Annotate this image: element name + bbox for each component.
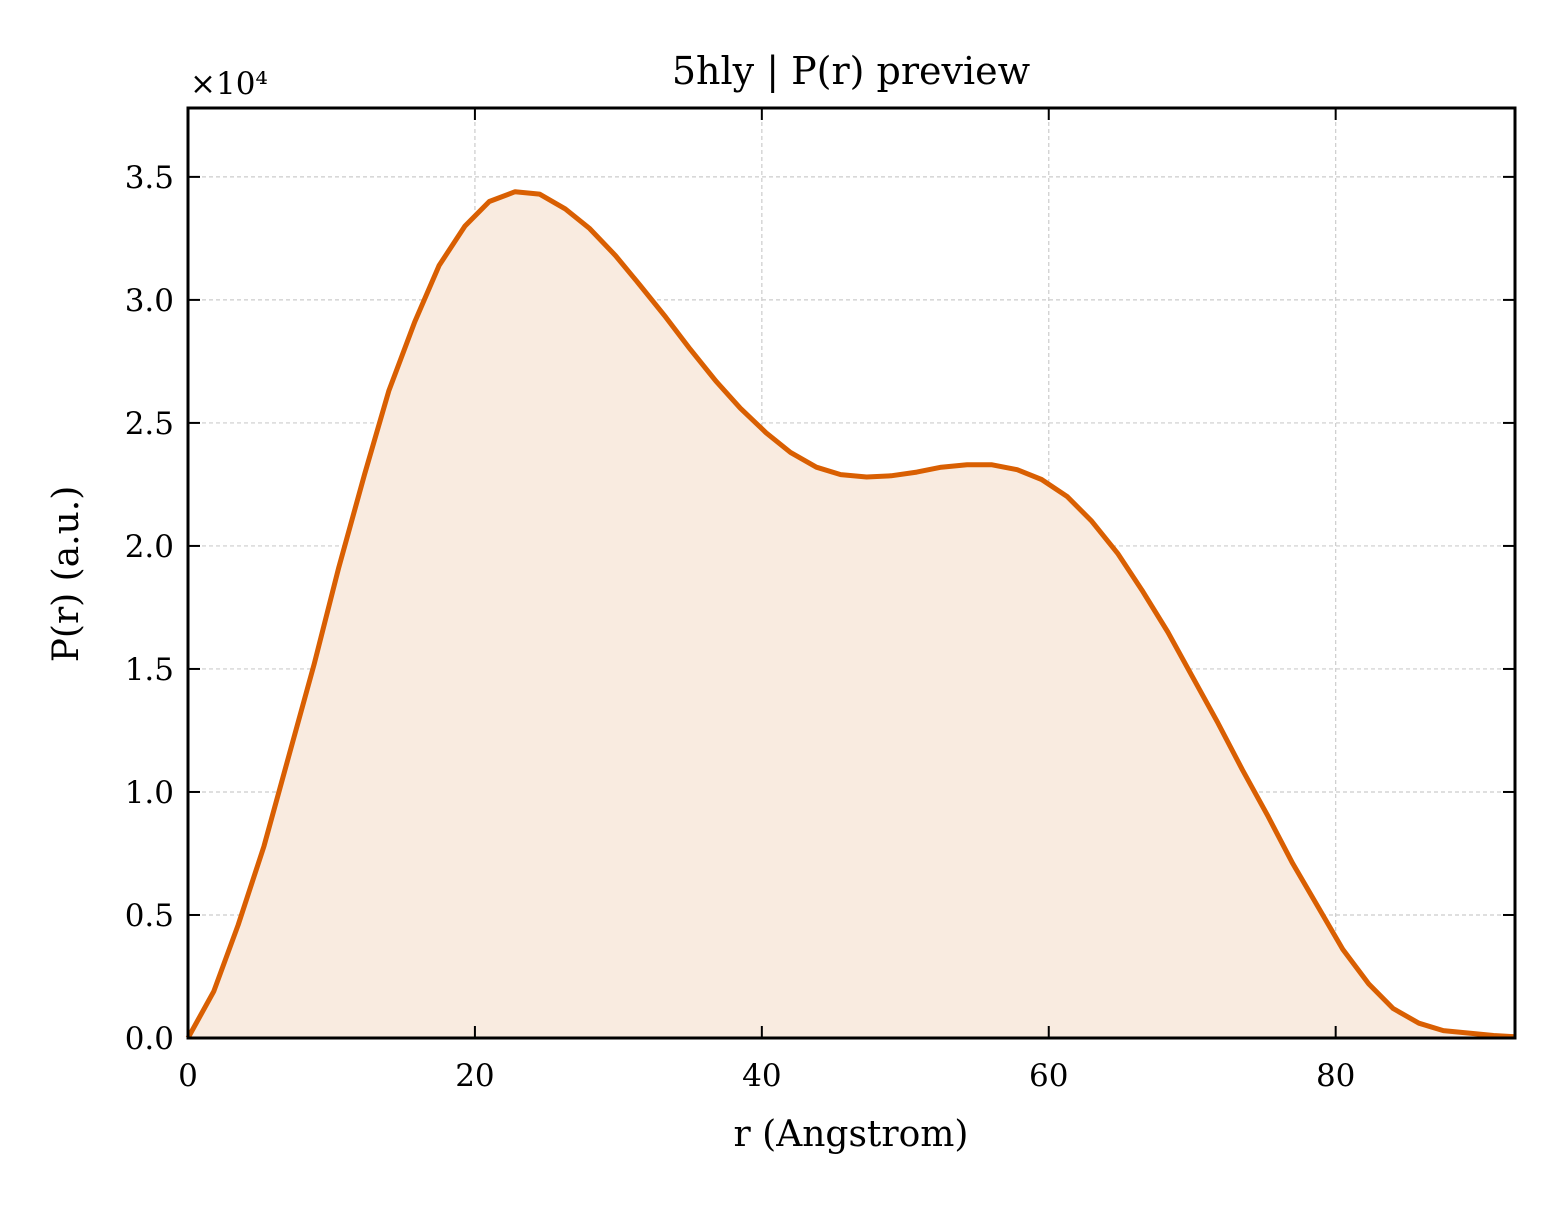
x-tick-label: 0 (178, 1058, 198, 1094)
y-tick-label: 0.0 (125, 1021, 174, 1057)
y-tick-label: 1.5 (125, 652, 174, 688)
y-tick-label: 0.5 (125, 898, 174, 934)
series-line (185, 189, 1516, 1040)
y-tick-label: 3.0 (125, 283, 174, 319)
chart-title: 5hly | P(r) preview (672, 49, 1031, 93)
y-tick-label: 2.5 (125, 406, 174, 442)
x-tick-label: 20 (455, 1058, 494, 1094)
y-axis-offset-label: ×10⁴ (190, 66, 268, 102)
x-axis-label: r (Angstrom) (734, 1114, 969, 1155)
series-area-fill (188, 191, 1515, 1038)
x-tick-label: 80 (1316, 1058, 1355, 1094)
y-tick-label: 1.0 (125, 775, 174, 811)
plot-frame (186, 106, 1517, 1040)
y-tick-label: 3.5 (125, 160, 174, 196)
y-tick-label: 2.0 (125, 529, 174, 565)
y-axis-label: P(r) (a.u.) (46, 486, 87, 663)
x-tick-label: 40 (742, 1058, 781, 1094)
axis-ticks: 0 20 40 60 80 0.0 0.5 1.0 1.5 2.0 2.5 3.0 3.5 (125, 108, 1515, 1094)
x-tick-label: 60 (1029, 1058, 1068, 1094)
